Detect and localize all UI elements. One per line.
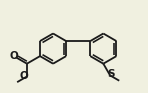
Text: O: O	[19, 72, 28, 81]
Text: S: S	[107, 69, 115, 79]
Text: O: O	[9, 51, 18, 61]
